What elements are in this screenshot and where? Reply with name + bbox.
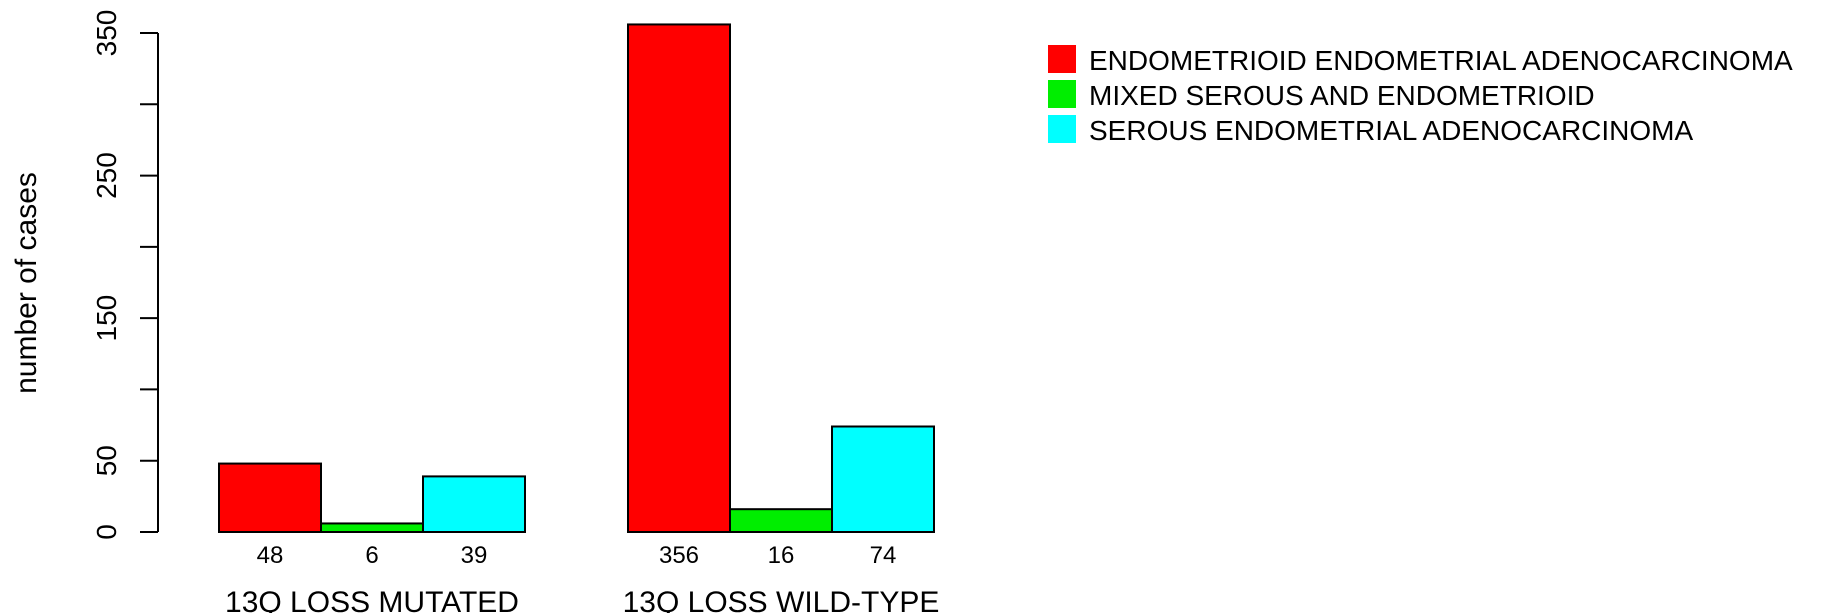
legend-label: SEROUS ENDOMETRIAL ADENOCARCINOMA	[1089, 115, 1693, 146]
category-label: 13Q LOSS WILD-TYPE	[623, 586, 940, 613]
legend: ENDOMETRIOID ENDOMETRIAL ADENOCARCINOMA M…	[1048, 45, 1793, 146]
bars: 48 6 39 13Q LOSS MUTATED 356 16 74 13Q LOSS WIL…	[218, 23, 940, 613]
bar	[627, 23, 731, 534]
legend-swatch	[1048, 115, 1076, 143]
bar-value-label: 6	[365, 542, 378, 569]
bar	[218, 462, 322, 533]
y-axis-label: number of cases	[10, 172, 43, 394]
bar-value-label: 74	[870, 542, 897, 569]
bar	[831, 425, 935, 533]
bar-group: 356 16 74 13Q LOSS WILD-TYPE	[623, 23, 940, 613]
y-axis: 0 50 150 250 350	[91, 10, 159, 540]
bar-value-label: 48	[257, 542, 284, 569]
y-tick-label: 250	[91, 152, 122, 199]
bar-value-label: 39	[461, 542, 488, 569]
bar-value-label: 16	[768, 542, 795, 569]
bar-group: 48 6 39 13Q LOSS MUTATED	[218, 462, 526, 613]
legend-swatch	[1048, 45, 1076, 73]
y-tick-label: 0	[91, 524, 122, 540]
bar	[320, 522, 424, 534]
y-tick-label: 350	[91, 10, 122, 57]
category-label: 13Q LOSS MUTATED	[225, 586, 519, 613]
legend-swatch	[1048, 80, 1076, 108]
legend-label: ENDOMETRIOID ENDOMETRIAL ADENOCARCINOMA	[1089, 45, 1793, 76]
legend-label: MIXED SEROUS AND ENDOMETRIOID	[1089, 80, 1595, 111]
bar	[729, 508, 833, 533]
y-tick-label: 150	[91, 295, 122, 342]
bar	[422, 475, 526, 534]
y-tick-label: 50	[91, 445, 122, 476]
bar-value-label: 356	[659, 542, 699, 569]
